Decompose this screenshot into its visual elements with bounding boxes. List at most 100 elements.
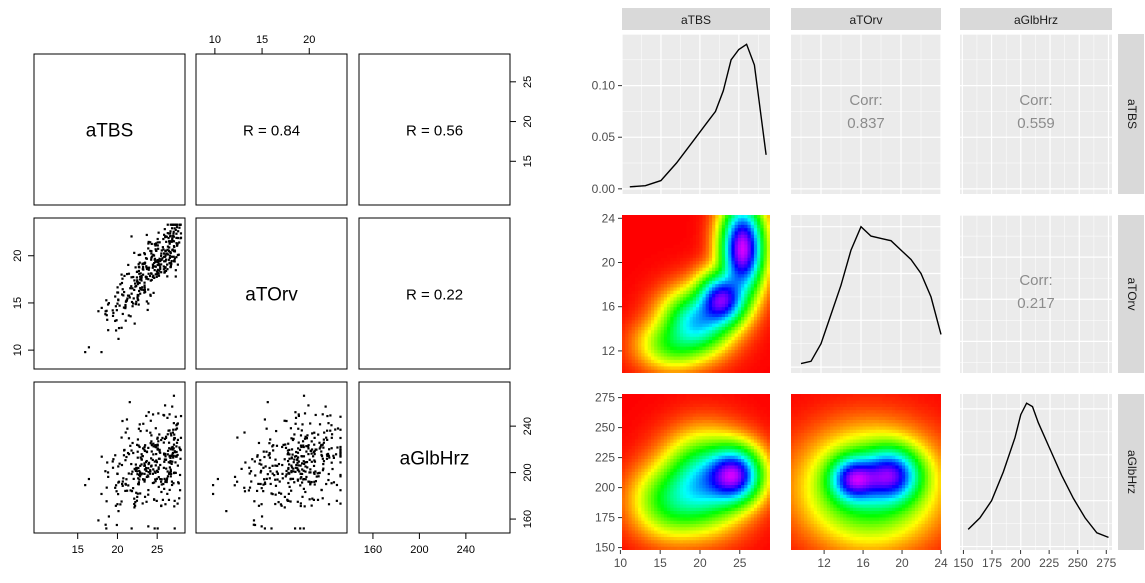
density-cell	[641, 366, 646, 371]
density-cell	[747, 290, 752, 295]
scatter-point	[176, 453, 179, 457]
density-cell	[679, 420, 684, 424]
density-cell	[647, 218, 652, 223]
scatter-point	[124, 307, 127, 310]
density-cell	[667, 333, 671, 338]
density-cell	[708, 340, 713, 344]
density-cell	[647, 429, 652, 434]
scatter-point	[163, 437, 167, 441]
density-cell	[679, 224, 684, 229]
density-cell	[660, 485, 665, 489]
density-cell	[676, 498, 681, 502]
density-cell	[715, 330, 720, 335]
density-cell	[760, 449, 765, 454]
scatter-point	[312, 498, 316, 502]
density-cell	[744, 400, 749, 405]
density-cell	[679, 297, 684, 302]
density-cell	[657, 307, 662, 312]
density-cell	[634, 247, 639, 252]
density-cell	[766, 491, 770, 496]
scatter-point	[306, 434, 309, 437]
density-cell	[734, 280, 739, 285]
density-cell	[741, 485, 745, 489]
density-cell	[766, 433, 770, 437]
density-cell	[654, 426, 658, 431]
density-cell	[641, 320, 646, 325]
density-cell	[747, 359, 752, 364]
density-cell	[705, 423, 710, 428]
scatter-point	[292, 470, 295, 473]
density-cell	[708, 423, 713, 428]
density-cell	[647, 290, 652, 295]
density-cell	[718, 369, 723, 373]
scatter-point	[117, 493, 120, 496]
density-cell	[689, 446, 694, 450]
density-cell	[667, 346, 671, 351]
density-cell	[654, 218, 658, 223]
density-cell	[712, 400, 716, 405]
density-cell	[705, 475, 710, 480]
density-cell	[724, 310, 729, 315]
density-cell	[638, 326, 642, 331]
density-cell	[622, 446, 626, 450]
density-cell	[699, 323, 704, 328]
density-cell	[650, 488, 655, 493]
density-cell	[699, 472, 704, 476]
density-cell	[734, 455, 739, 460]
density-cell	[760, 413, 765, 418]
scatter-point	[124, 300, 128, 303]
density-cell	[683, 366, 687, 371]
density-cell	[724, 251, 729, 256]
density-cell	[712, 287, 716, 292]
density-cell	[683, 420, 687, 424]
density-cell	[699, 257, 704, 262]
density-cell	[676, 215, 681, 219]
density-cell	[647, 287, 652, 292]
scatter-point	[132, 297, 135, 300]
density-cell	[750, 349, 755, 354]
density-cell	[708, 251, 713, 256]
density-cell	[721, 317, 726, 321]
density-cell	[699, 353, 704, 358]
density-cell	[641, 343, 646, 348]
density-cell	[696, 403, 700, 408]
density-cell	[663, 366, 668, 371]
density-cell	[696, 397, 700, 402]
density-cell	[647, 356, 652, 361]
density-cell	[689, 218, 694, 223]
density-cell	[744, 238, 749, 242]
density-cell	[728, 403, 732, 408]
density-cell	[702, 369, 707, 373]
grid-lines	[960, 385, 1112, 550]
density-cell	[628, 397, 633, 402]
density-cell	[657, 465, 662, 470]
density-cell	[696, 313, 700, 318]
scatter-point	[336, 427, 340, 430]
density-cell	[676, 433, 681, 437]
density-cell	[647, 336, 652, 341]
density-cell	[750, 228, 755, 233]
scatter-point	[296, 447, 300, 450]
scatter-point	[147, 446, 150, 449]
density-cell	[696, 270, 700, 275]
density-cell	[647, 224, 652, 229]
density-cell	[708, 349, 713, 354]
density-cell	[657, 264, 662, 269]
density-cell	[750, 356, 755, 361]
scatter-point	[305, 475, 308, 479]
density-cell	[741, 313, 745, 318]
density-cell	[721, 462, 726, 467]
density-cell	[702, 280, 707, 285]
density-cell	[657, 251, 662, 256]
density-cell	[696, 410, 700, 415]
scatter-point	[111, 460, 114, 463]
density-cell	[673, 446, 678, 450]
density-cell	[679, 363, 684, 368]
density-cell	[622, 475, 626, 480]
density-cell	[741, 356, 745, 361]
density-cell	[679, 488, 684, 493]
density-cell	[692, 231, 697, 236]
scatter-point	[160, 438, 163, 442]
density-cell	[763, 459, 768, 463]
density-cell	[660, 426, 665, 431]
